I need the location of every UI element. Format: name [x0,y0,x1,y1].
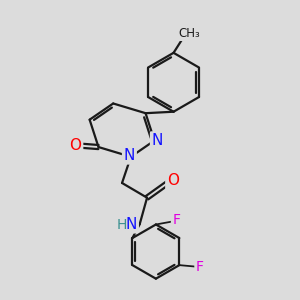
Text: O: O [167,173,179,188]
Text: H: H [117,218,127,232]
Text: F: F [196,260,204,274]
Text: F: F [172,213,181,227]
Text: N: N [126,217,137,232]
Text: N: N [124,148,135,163]
Text: CH₃: CH₃ [178,27,200,40]
Text: N: N [152,133,163,148]
Text: O: O [70,138,82,153]
